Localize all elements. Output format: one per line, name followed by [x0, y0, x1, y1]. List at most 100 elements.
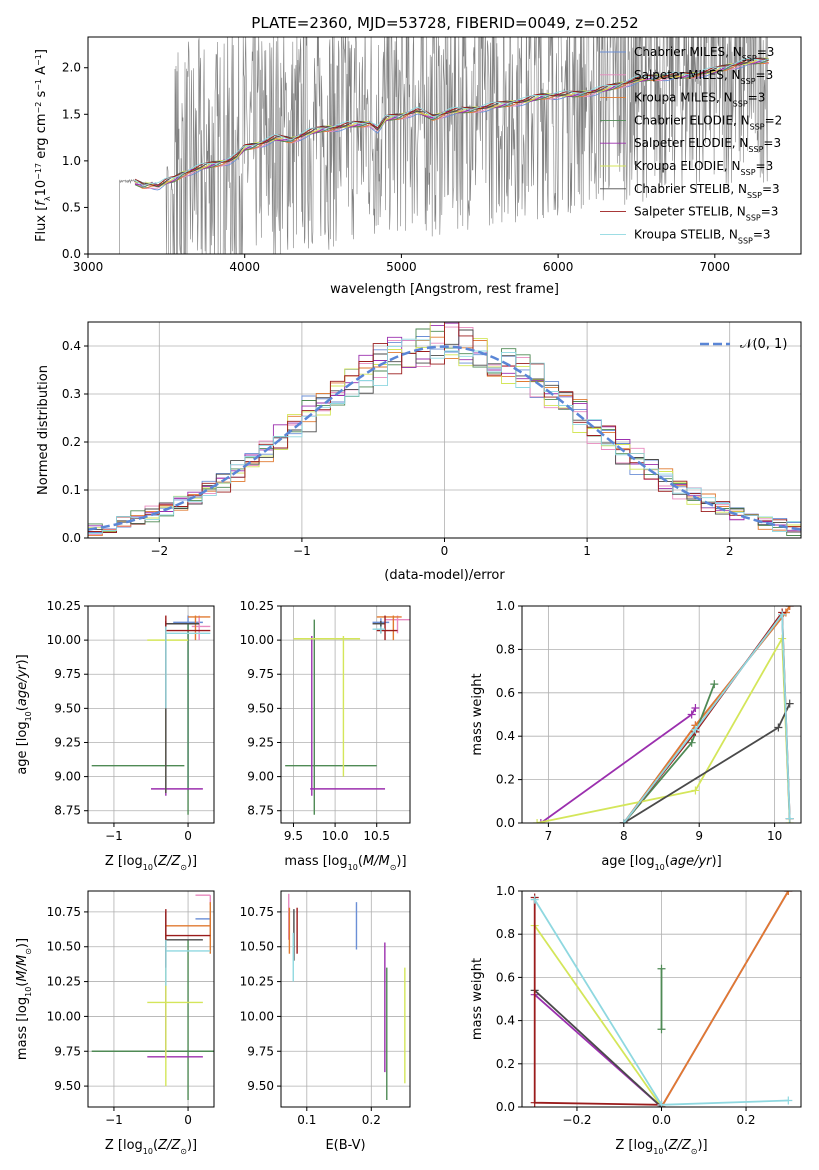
weight-line-kroupa-miles — [660, 891, 790, 1107]
legend-entry: 𝒩(0, 1) — [740, 337, 787, 352]
x-axis-label: Z [log10(Z/Z⊙)] — [615, 1138, 707, 1156]
y-axis-label: mass weight — [470, 958, 485, 1040]
x-tick-label: 5000 — [386, 260, 417, 274]
weight-marker — [657, 1100, 666, 1107]
panel-residuals: −2 −1 0 1 2 0.0 0.1 0.2 0.3 0.4 𝒩(0, 1) (data-model… — [36, 321, 802, 583]
y-tick-label: 0.6 — [496, 970, 515, 984]
x-tick-label: 9 — [695, 829, 703, 843]
y-tick-label: 9.25 — [247, 735, 274, 749]
weight-marker — [785, 606, 794, 610]
legend-entry: Chabrier ELODIE, NSSP=2 — [634, 113, 782, 130]
y-tick-label: 0.1 — [62, 483, 81, 497]
hist-kroupa-stelib — [88, 338, 801, 534]
weight-marker — [785, 699, 794, 708]
panel-weight_vs_Z: −0.2 0.0 0.2 0.0 0.2 0.4 0.6 0.8 1.0 Z [log10(Z/Z… — [470, 884, 802, 1156]
y-tick-label: 10.25 — [240, 975, 274, 989]
weight-marker — [657, 964, 666, 973]
x-tick-label: 2 — [726, 544, 734, 558]
y-tick-label: 0.5 — [62, 200, 81, 214]
legend-entry: Kroupa STELIB, NSSP=3 — [634, 227, 771, 245]
panel-age_vs_mass: 9.5 10.0 10.5 8.75 9.00 9.25 9.50 9.75 10.00 10.2… — [240, 599, 411, 872]
weight-marker — [530, 895, 539, 904]
plot-area — [88, 322, 801, 537]
plot-area — [533, 606, 794, 823]
plot-area — [91, 615, 211, 815]
y-tick-label: 0.2 — [496, 773, 515, 787]
legend-entry: Chabrier STELIB, NSSP=3 — [634, 182, 780, 200]
x-tick-label: 10 — [767, 829, 782, 843]
weight-line-chabrier-stelib — [534, 989, 663, 1107]
axes-frame — [280, 890, 411, 1108]
x-tick-label: 8 — [620, 829, 628, 843]
y-axis-label: Normed distribution — [36, 365, 51, 495]
hist-salpeter-stelib — [88, 322, 801, 534]
x-tick-label: 1 — [583, 544, 591, 558]
x-tick-label: −2 — [150, 544, 168, 558]
weight-marker — [530, 1098, 539, 1107]
weight-marker — [784, 891, 793, 895]
y-tick-label: 0.8 — [496, 642, 515, 656]
weight-marker — [784, 1096, 793, 1105]
y-tick-label: 9.25 — [54, 735, 81, 749]
weight-marker — [533, 819, 542, 823]
y-tick-label: 9.00 — [54, 770, 81, 784]
y-tick-label: 10.00 — [240, 633, 274, 647]
y-tick-label: 0.3 — [62, 387, 81, 401]
y-tick-label: 0.0 — [496, 816, 515, 830]
x-axis-label: age [log10(age/yr)] — [601, 854, 721, 872]
weight-marker — [687, 738, 696, 747]
y-axis-label: age [log10(age/yr)] — [15, 654, 33, 774]
weight-line-chabrier-stelib — [623, 703, 791, 823]
y-tick-label: 8.75 — [54, 804, 81, 818]
y-tick-label: 9.75 — [54, 1044, 81, 1058]
x-tick-label: 0.2 — [362, 1113, 381, 1127]
x-tick-label: 0.1 — [297, 1113, 316, 1127]
y-tick-label: 1.0 — [62, 154, 81, 168]
x-tick-label: 9.5 — [284, 829, 303, 843]
x-tick-label: 0 — [184, 829, 192, 843]
x-axis-label: Z [log10(Z/Z⊙)] — [105, 854, 197, 872]
y-tick-label: 0.6 — [496, 686, 515, 700]
y-tick-label: 9.50 — [54, 1079, 81, 1093]
x-tick-label: −1 — [293, 544, 311, 558]
weight-line-kroupa-stelib — [623, 612, 791, 823]
y-tick-label: 0.4 — [496, 1014, 515, 1028]
y-tick-label: 10.25 — [47, 975, 81, 989]
y-tick-label: 9.75 — [247, 1044, 274, 1058]
x-tick-label: 0.0 — [652, 1113, 671, 1127]
x-axis-label: wavelength [Angstrom, rest frame] — [330, 282, 559, 297]
normal-curve — [88, 345, 801, 531]
weight-marker — [657, 1025, 666, 1034]
panel-weight_vs_age: 7 8 9 10 0.0 0.2 0.4 0.6 0.8 1.0 age [log10(age/yr… — [470, 599, 802, 872]
y-tick-label: 2.0 — [62, 61, 81, 75]
y-tick-label: 9.75 — [54, 667, 81, 681]
x-tick-label: 7000 — [700, 260, 731, 274]
panel-mass_vs_Z: −1 0 9.50 9.75 10.00 10.25 10.50 10.75 Z [log10(… — [15, 890, 215, 1156]
panel-mass_vs_EBV: 0.1 0.2 9.50 9.75 10.00 10.25 10.50 10.75 E(B-V) — [240, 890, 411, 1153]
y-axis-label: Flux [fλ10−17 erg cm−2 s−1 A−1] — [34, 49, 52, 242]
legend: Chabrier MILES, NSSP=3 Salpeter MILES, NS… — [600, 45, 782, 245]
legend-entry: Chabrier MILES, NSSP=3 — [634, 45, 774, 63]
legend-entry: Kroupa ELODIE, NSSP=3 — [634, 159, 773, 177]
y-tick-label: 1.0 — [496, 599, 515, 613]
x-tick-label: 6000 — [543, 260, 574, 274]
x-tick-label: 0 — [184, 1113, 192, 1127]
weight-line-kroupa-elodie — [536, 635, 791, 823]
y-tick-label: 10.75 — [240, 905, 274, 919]
y-tick-label: 1.0 — [496, 884, 515, 898]
y-tick-label: 10.00 — [240, 1009, 274, 1023]
y-tick-label: 0.4 — [496, 729, 515, 743]
y-tick-label: 10.25 — [240, 599, 274, 613]
axes-frame — [87, 890, 215, 1108]
model-kroupa-stelib — [134, 58, 769, 186]
weight-marker — [536, 819, 545, 823]
weight-marker — [687, 710, 696, 719]
weight-marker — [691, 725, 700, 734]
y-tick-label: 9.50 — [247, 1079, 274, 1093]
x-axis-label: E(B-V) — [325, 1138, 365, 1153]
x-tick-label: 4000 — [229, 260, 260, 274]
legend-entry: Salpeter MILES, NSSP=3 — [634, 68, 773, 86]
model-kroupa-elodie — [134, 57, 769, 188]
plot-area — [288, 893, 406, 1101]
